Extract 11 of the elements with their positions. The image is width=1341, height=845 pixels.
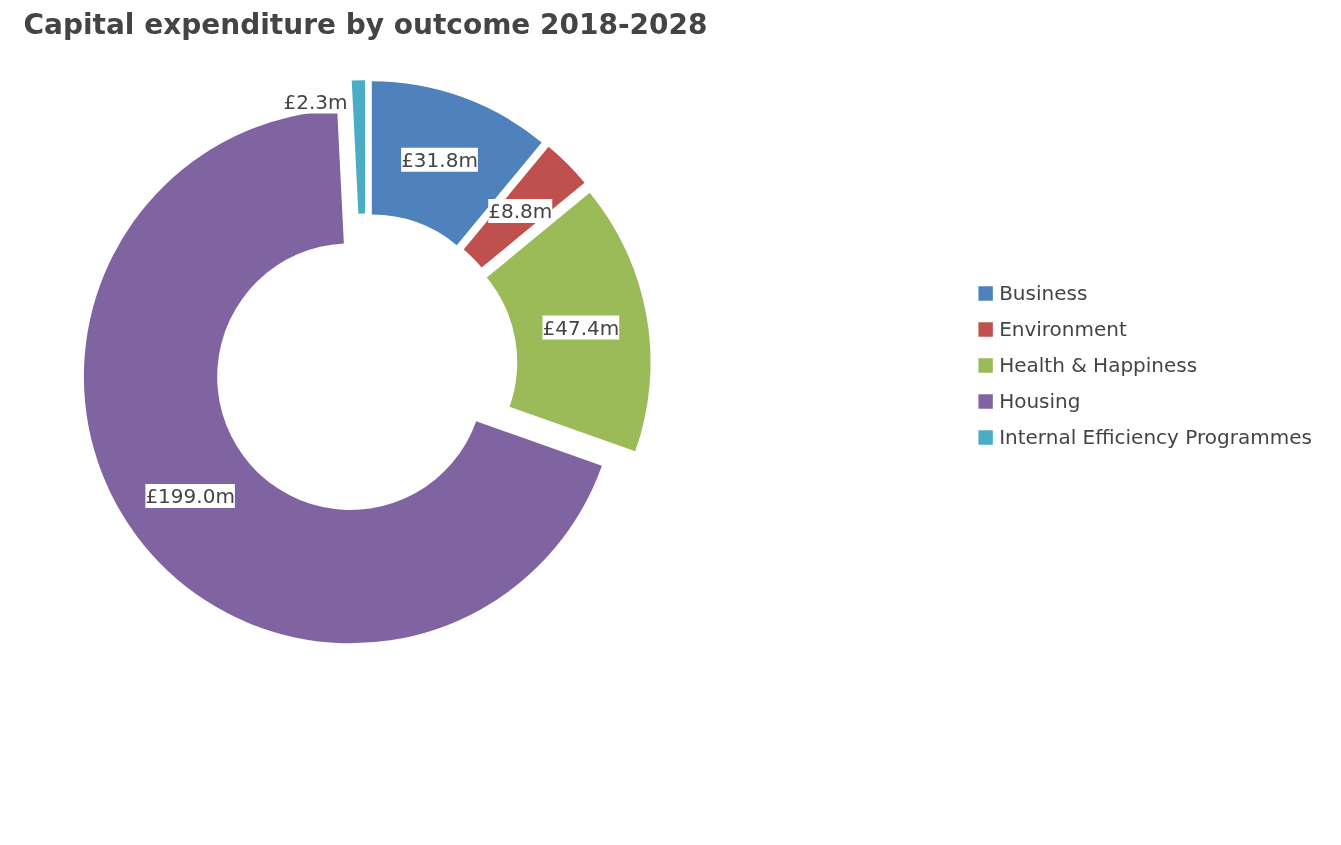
- legend-label: Environment: [999, 317, 1127, 341]
- legend-label: Housing: [999, 389, 1081, 413]
- legend-label: Internal Efficiency Programmes: [999, 425, 1312, 449]
- chart-title: Capital expenditure by outcome 2018-2028: [23, 7, 708, 41]
- legend-label: Business: [999, 281, 1088, 305]
- data-label: £2.3m: [283, 89, 348, 114]
- data-label: £47.4m: [542, 315, 620, 340]
- data-label: £8.8m: [488, 199, 553, 224]
- data-label: £199.0m: [145, 484, 235, 509]
- data-label: £31.8m: [401, 147, 478, 172]
- legend-label: Health & Happiness: [999, 353, 1198, 377]
